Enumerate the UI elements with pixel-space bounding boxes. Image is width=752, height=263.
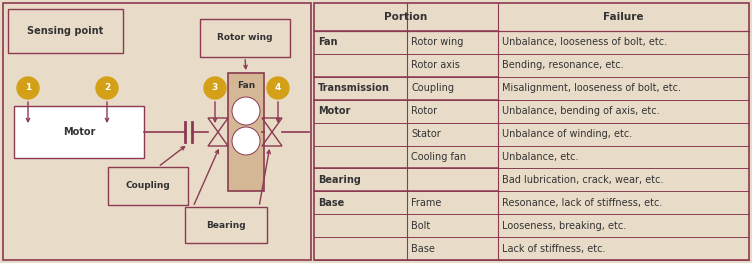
- Bar: [14, 106, 144, 158]
- Circle shape: [17, 77, 39, 99]
- Text: Unbalance, bending of axis, etc.: Unbalance, bending of axis, etc.: [502, 106, 660, 116]
- Text: 1: 1: [25, 83, 31, 93]
- Text: Base: Base: [411, 244, 435, 254]
- Bar: [228, 73, 264, 191]
- Circle shape: [267, 77, 289, 99]
- Text: Bearing: Bearing: [206, 220, 246, 230]
- Text: Rotor wing: Rotor wing: [411, 37, 463, 47]
- Text: Base: Base: [318, 198, 344, 208]
- Text: Resonance, lack of stiffness, etc.: Resonance, lack of stiffness, etc.: [502, 198, 663, 208]
- Text: Rotor wing: Rotor wing: [217, 33, 273, 43]
- Text: 4: 4: [274, 83, 281, 93]
- Text: Looseness, breaking, etc.: Looseness, breaking, etc.: [502, 221, 626, 231]
- Text: Rotor axis: Rotor axis: [411, 60, 460, 70]
- Text: Lack of stiffness, etc.: Lack of stiffness, etc.: [502, 244, 605, 254]
- Text: Sensing point: Sensing point: [27, 26, 104, 36]
- Circle shape: [96, 77, 118, 99]
- Text: Portion: Portion: [384, 12, 428, 22]
- Bar: [200, 19, 290, 57]
- Text: 3: 3: [212, 83, 218, 93]
- Text: Bearing: Bearing: [318, 175, 361, 185]
- Bar: [3, 3, 311, 260]
- Text: Coupling: Coupling: [411, 83, 454, 93]
- Text: Bolt: Bolt: [411, 221, 430, 231]
- Text: Unbalance, looseness of bolt, etc.: Unbalance, looseness of bolt, etc.: [502, 37, 667, 47]
- Bar: [108, 167, 188, 205]
- Bar: [314, 3, 749, 260]
- Circle shape: [232, 97, 260, 125]
- Text: 2: 2: [104, 83, 110, 93]
- Bar: [8, 9, 123, 53]
- Text: Unbalance of winding, etc.: Unbalance of winding, etc.: [502, 129, 632, 139]
- Text: Cooling fan: Cooling fan: [411, 152, 466, 162]
- Text: Bad lubrication, crack, wear, etc.: Bad lubrication, crack, wear, etc.: [502, 175, 663, 185]
- Text: Bending, resonance, etc.: Bending, resonance, etc.: [502, 60, 623, 70]
- Text: Stator: Stator: [411, 129, 441, 139]
- Text: Transmission: Transmission: [318, 83, 390, 93]
- Text: Fan: Fan: [318, 37, 338, 47]
- Text: Unbalance, etc.: Unbalance, etc.: [502, 152, 578, 162]
- Text: Coupling: Coupling: [126, 181, 171, 190]
- Text: Fan: Fan: [237, 80, 255, 89]
- Text: Misalignment, looseness of bolt, etc.: Misalignment, looseness of bolt, etc.: [502, 83, 681, 93]
- Text: Frame: Frame: [411, 198, 441, 208]
- Text: Motor: Motor: [63, 127, 96, 137]
- Text: Rotor: Rotor: [411, 106, 437, 116]
- Circle shape: [232, 127, 260, 155]
- Bar: [185, 207, 267, 243]
- Text: Motor: Motor: [318, 106, 350, 116]
- Circle shape: [204, 77, 226, 99]
- Text: Failure: Failure: [603, 12, 644, 22]
